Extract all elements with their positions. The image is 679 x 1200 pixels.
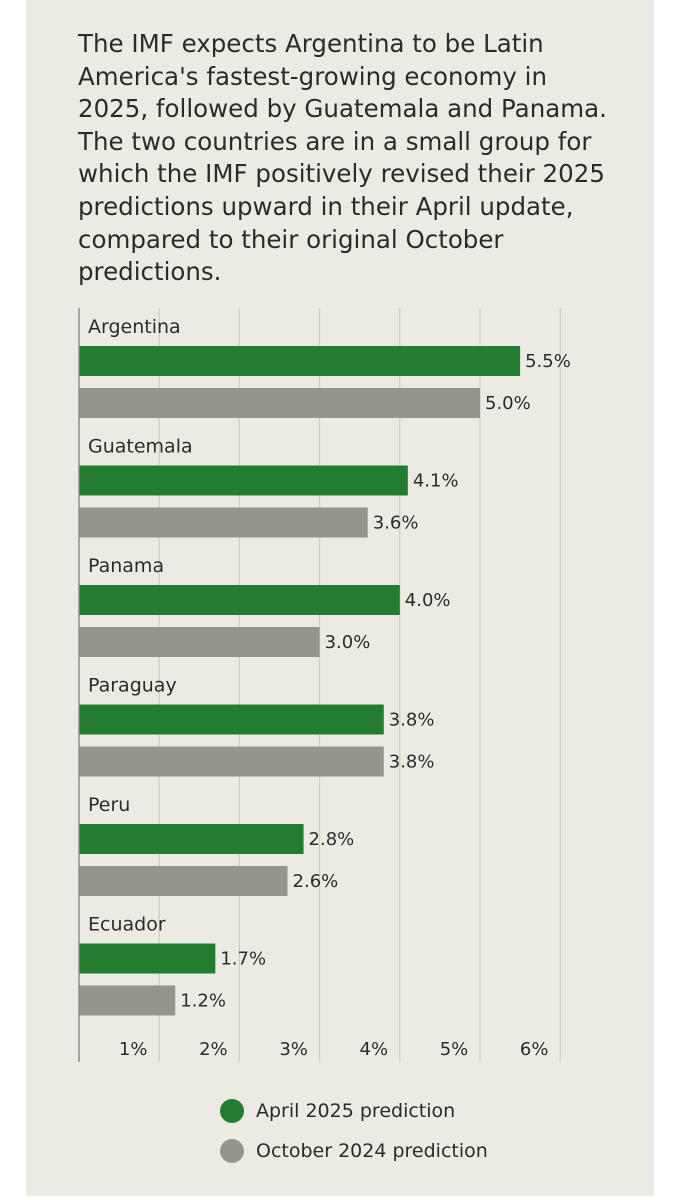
- value-label: 1.7%: [220, 949, 266, 970]
- bar-april: [79, 824, 304, 854]
- value-label: 4.1%: [413, 471, 459, 492]
- bar-april: [79, 346, 521, 376]
- bar-april: [79, 943, 216, 974]
- legend-label-april: April 2025 prediction: [256, 1100, 456, 1122]
- legend-item-october: October 2024 prediction: [220, 1136, 488, 1166]
- bar-october: [79, 746, 384, 777]
- value-label: 5.0%: [485, 393, 531, 414]
- value-label: 2.8%: [309, 829, 355, 850]
- legend-label-october: October 2024 prediction: [256, 1140, 488, 1162]
- bar-october: [79, 507, 368, 538]
- axis: 1% 2% 3% 4% 5% 6%: [78, 308, 549, 1062]
- x-tick-label: 6%: [520, 1039, 549, 1060]
- value-label: 4.0%: [405, 590, 451, 611]
- bar-october: [79, 866, 288, 896]
- headline: The IMF expects Argentina to be Latin Am…: [78, 29, 607, 287]
- value-label: 3.6%: [373, 513, 419, 534]
- gridlines: [158, 308, 561, 1062]
- category-label: Panama: [88, 555, 164, 577]
- legend-dot-october-icon: [220, 1139, 244, 1163]
- bar-april: [79, 585, 400, 615]
- x-tick-label: 2%: [199, 1039, 228, 1060]
- legend-item-april: April 2025 prediction: [220, 1096, 455, 1126]
- value-label: 1.2%: [180, 991, 226, 1012]
- category-label: Guatemala: [88, 436, 193, 458]
- bar-october: [79, 388, 480, 418]
- value-label: 3.8%: [389, 752, 435, 773]
- value-label: 2.6%: [293, 871, 339, 892]
- value-label: 5.5%: [525, 351, 571, 372]
- category-label: Paraguay: [88, 675, 177, 697]
- bar-april: [79, 704, 384, 735]
- x-tick-label: 1%: [119, 1039, 148, 1060]
- category-label: Argentina: [88, 316, 181, 338]
- category-label: Peru: [88, 794, 130, 816]
- legend-dot-april-icon: [220, 1099, 244, 1123]
- value-label: 3.8%: [389, 710, 435, 731]
- bar-april: [79, 465, 408, 496]
- x-tick-label: 3%: [279, 1039, 308, 1060]
- bars: Argentina 5.5% 5.0% Guatemala 4.1% 3.6% Panama…: [79, 316, 571, 1016]
- x-tick-label: 5%: [440, 1039, 469, 1060]
- x-tick-label: 4%: [360, 1039, 389, 1060]
- category-label: Ecuador: [88, 914, 166, 936]
- bar-october: [79, 985, 176, 1016]
- value-label: 3.0%: [325, 632, 371, 653]
- bar-october: [79, 627, 320, 657]
